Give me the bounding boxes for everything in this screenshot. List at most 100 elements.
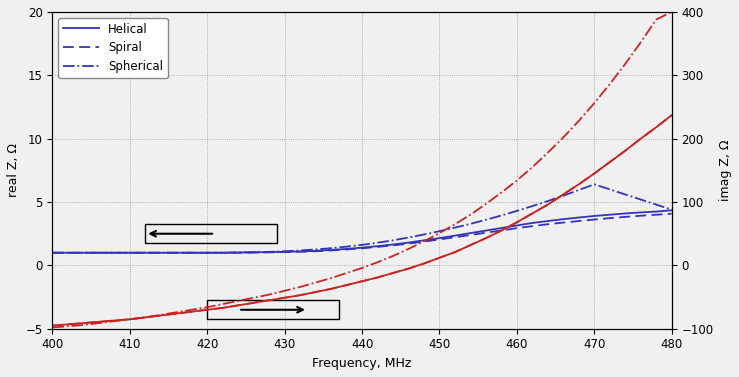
Helical [110,250,119,255]
Spherical [420,232,429,237]
Spherical [605,82,614,86]
Spherical [141,315,150,320]
Helical [48,323,57,328]
Spherical [636,197,645,202]
Helical [95,320,103,324]
Spiral [636,213,645,218]
Spherical [590,182,599,187]
Helical [482,236,491,241]
Spherical [404,235,413,240]
Spiral [420,261,429,266]
Spherical [296,285,304,289]
Helical [157,313,166,318]
Helical [636,210,645,215]
Spiral [528,211,537,216]
Helical [327,287,336,291]
Spiral [420,239,429,244]
Spiral [497,228,505,233]
Spherical [389,254,398,258]
Helical [311,290,320,294]
Spiral [342,283,351,287]
Helical [64,322,72,326]
Helical [342,247,351,251]
Helical [621,149,630,153]
Spiral [652,213,661,217]
Spiral [296,250,304,254]
Spherical [574,188,583,192]
Spherical [280,249,289,253]
Spherical [64,324,72,328]
Spiral [512,226,521,230]
Helical [605,160,614,164]
Spiral [435,237,444,242]
Spiral [64,250,72,255]
Spherical [466,222,475,226]
Spiral [79,321,88,325]
Spherical [667,207,676,212]
Helical [218,250,227,255]
Spherical [172,250,181,255]
Spiral [188,250,197,255]
Spherical [605,187,614,192]
Spiral [218,250,227,255]
Helical [621,211,630,216]
Spiral [48,323,57,328]
Line: Helical: Helical [52,210,672,253]
Spherical [342,271,351,275]
Spiral [126,317,134,322]
Spherical [249,296,258,300]
Helical [110,318,119,323]
Helical [605,213,614,217]
Spherical [249,250,258,254]
Spiral [327,287,336,291]
Spherical [265,292,273,297]
Helical [157,250,166,255]
Spherical [110,319,119,323]
Helical [296,293,304,297]
Helical [188,250,197,255]
Spiral [157,313,166,318]
Helical [234,250,242,255]
Helical [420,238,429,242]
Spiral [373,245,382,249]
Spherical [64,250,72,255]
Helical [404,266,413,271]
Spiral [466,233,475,237]
Spiral [249,250,258,255]
Helical [512,220,521,225]
Y-axis label: real Z, Ω: real Z, Ω [7,143,20,198]
Helical [358,279,367,284]
Spiral [605,216,614,221]
Line: Spherical: Spherical [52,184,672,253]
Spiral [559,220,568,225]
Spherical [157,313,166,317]
Spiral [296,293,304,297]
Spiral [451,235,460,239]
Spiral [234,303,242,308]
Spherical [265,250,273,254]
Spiral [265,298,273,302]
Helical [172,250,181,255]
Spiral [172,250,181,255]
Helical [202,250,211,255]
Spherical [404,247,413,251]
Spiral [404,241,413,246]
Spherical [48,250,57,255]
Spherical [373,260,382,265]
Helical [218,306,227,310]
Spiral [528,224,537,228]
Line: Helical: Helical [52,115,672,326]
Spherical [311,280,320,285]
Spherical [342,244,351,249]
Helical [358,245,367,250]
Spherical [512,178,521,183]
Spherical [636,40,645,44]
Spherical [358,266,367,270]
Helical [389,242,398,247]
Helical [543,219,552,223]
Spherical [559,193,568,198]
Spherical [621,62,630,66]
Spiral [590,217,599,222]
Helical [126,317,134,322]
Helical [373,275,382,280]
